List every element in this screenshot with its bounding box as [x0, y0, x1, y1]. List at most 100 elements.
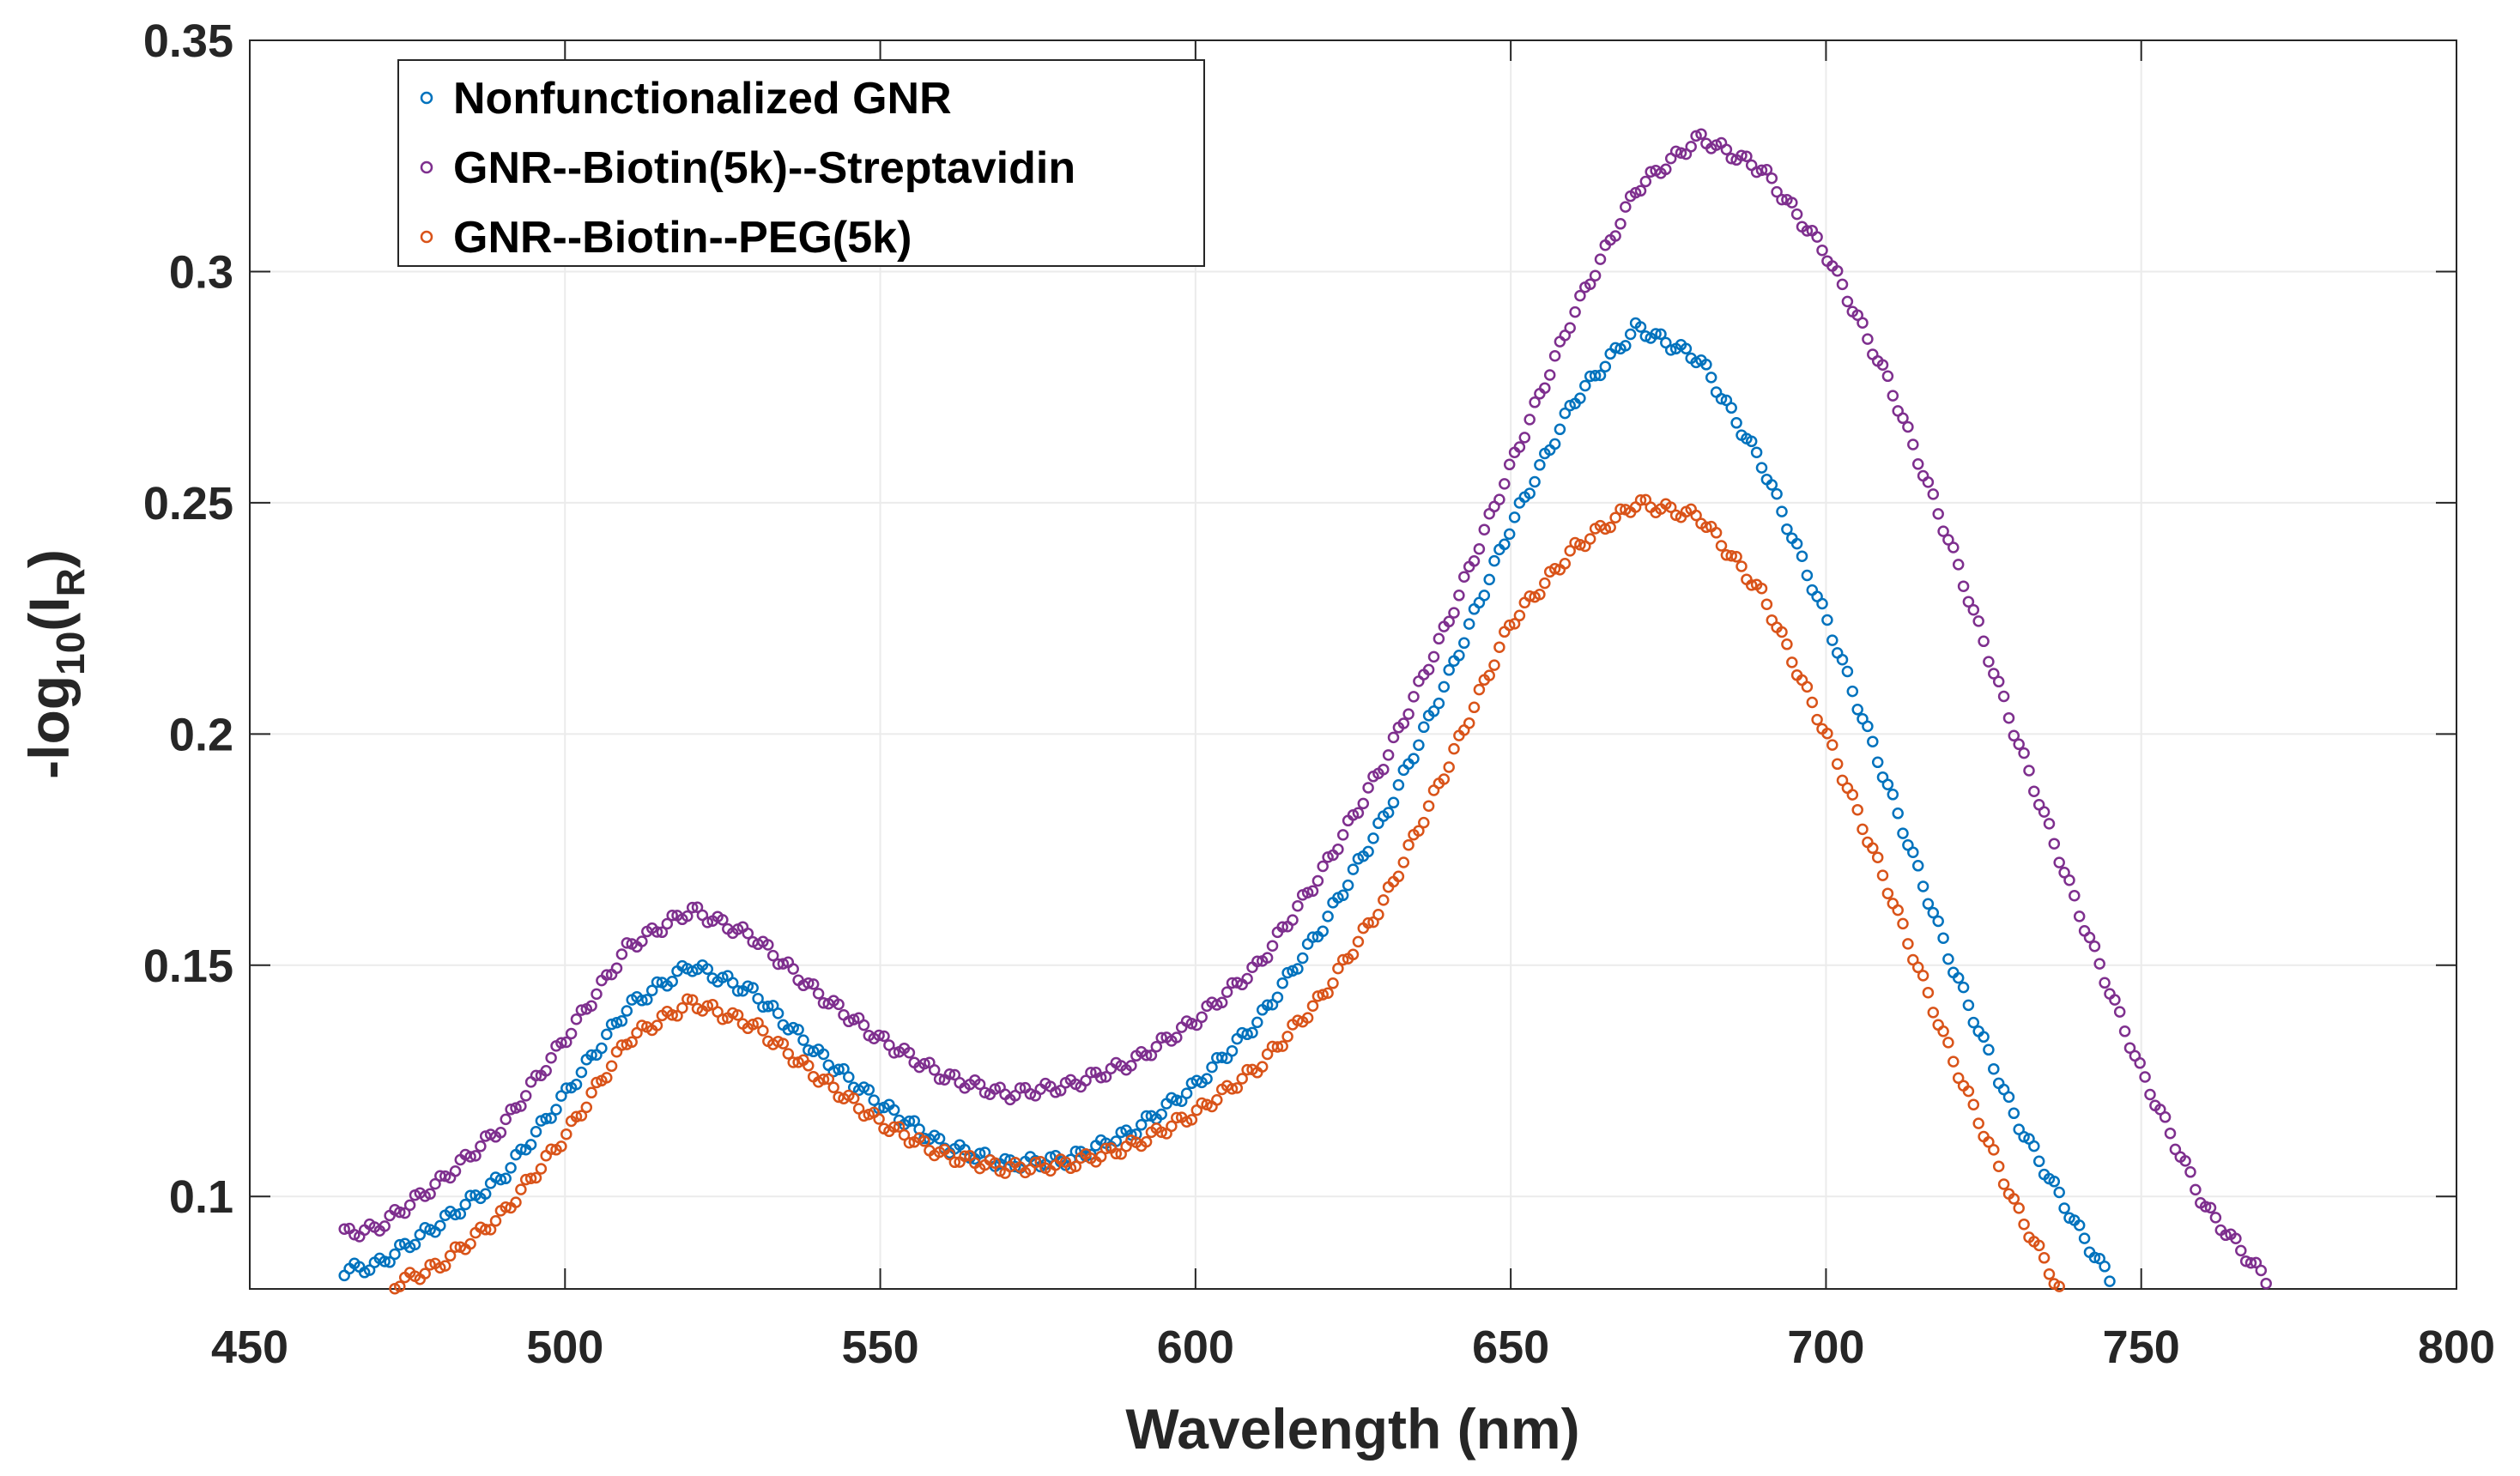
data-point [1942, 953, 1954, 965]
data-point [1675, 147, 1687, 159]
data-point [1948, 1056, 1960, 1068]
data-point [1513, 441, 1526, 453]
data-point [1054, 1085, 1067, 1097]
data-point [1599, 523, 1612, 535]
data-point [560, 1036, 572, 1049]
data-point [1790, 208, 1803, 221]
data-point [1473, 683, 1486, 696]
data-point [1367, 832, 1379, 844]
data-point [1771, 487, 1783, 500]
data-point [1962, 999, 1975, 1012]
data-point [545, 1143, 557, 1155]
data-point [873, 1029, 885, 1042]
data-point [1448, 607, 1460, 619]
data-point [621, 937, 633, 949]
data-point [1806, 696, 1819, 709]
data-point [1816, 244, 1828, 257]
data-point [1983, 656, 1995, 668]
data-point [1690, 509, 1702, 522]
data-point [575, 1066, 588, 1079]
data-point [591, 988, 603, 1001]
y-tick-label: 0.1 [169, 1171, 233, 1223]
data-point [1952, 1072, 1965, 1085]
data-point [1306, 1000, 1319, 1012]
data-point [1700, 359, 1712, 371]
data-point [1226, 1044, 1239, 1057]
data-point [701, 963, 714, 976]
data-point [2018, 1218, 2030, 1231]
data-point [898, 1128, 911, 1141]
data-point [1155, 1108, 1167, 1121]
data-point [1937, 1025, 1949, 1037]
data-point [803, 1060, 815, 1072]
data-point [570, 1013, 583, 1025]
data-point [1503, 458, 1516, 471]
data-point [469, 1150, 482, 1162]
data-point [1251, 1016, 1263, 1029]
data-point [1115, 1148, 1127, 1160]
data-point [651, 1019, 663, 1031]
data-point [1826, 739, 1839, 751]
data-point [782, 1048, 795, 1060]
data-point [887, 1047, 900, 1059]
data-point [601, 969, 613, 981]
data-point [1246, 1026, 1258, 1039]
data-point [1599, 360, 1612, 372]
data-point [1760, 164, 1773, 176]
data-point [2008, 729, 2020, 742]
data-point [1322, 987, 1334, 999]
data-point [2002, 1091, 2015, 1104]
data-point [1352, 935, 1365, 948]
y-label-mid: (I [17, 596, 81, 631]
data-point [742, 927, 754, 940]
data-point [1620, 340, 1632, 352]
data-point [1801, 569, 1814, 582]
data-point [1574, 539, 1586, 551]
data-point [636, 935, 648, 947]
data-point [1897, 827, 1909, 839]
data-point [903, 1115, 916, 1128]
data-point [645, 984, 658, 996]
data-point [762, 939, 774, 951]
data-point [1922, 476, 1935, 488]
data-point [1231, 977, 1244, 989]
data-point [540, 1065, 552, 1077]
data-point [1614, 503, 1626, 516]
data-point [1231, 1082, 1244, 1094]
data-point [1493, 493, 1505, 505]
data-point [1983, 1043, 1995, 1056]
data-point [777, 958, 790, 970]
data-point [1564, 322, 1576, 334]
data-point [1972, 1117, 1984, 1129]
data-point [1911, 860, 1924, 872]
data-point [530, 1126, 542, 1138]
data-point [1801, 225, 1814, 237]
data-point [1650, 328, 1662, 340]
data-point [2048, 1176, 2061, 1188]
data-point [1402, 838, 1414, 851]
data-point [1499, 478, 1511, 490]
data-point [1634, 321, 1647, 333]
data-point [1418, 721, 1430, 734]
data-point [1609, 230, 1621, 242]
data-point [1322, 910, 1334, 922]
data-point [1983, 1136, 1995, 1148]
data-point [565, 1027, 578, 1040]
data-point [1639, 330, 1652, 342]
data-point [1387, 731, 1400, 744]
data-point [1745, 579, 1758, 591]
data-point [1624, 328, 1637, 341]
data-point [1559, 558, 1572, 570]
data-point [560, 1082, 572, 1094]
data-point [1306, 931, 1319, 943]
data-point [1755, 582, 1768, 595]
data-point [908, 1115, 920, 1127]
data-point [2230, 1232, 2242, 1244]
x-tick-label: 500 [526, 1322, 603, 1373]
data-point [545, 1112, 557, 1124]
y-label-subscript-r: R [48, 568, 93, 596]
data-point [1937, 525, 1949, 537]
data-point [1871, 851, 1884, 863]
data-point [601, 1072, 613, 1084]
data-point [610, 962, 623, 974]
